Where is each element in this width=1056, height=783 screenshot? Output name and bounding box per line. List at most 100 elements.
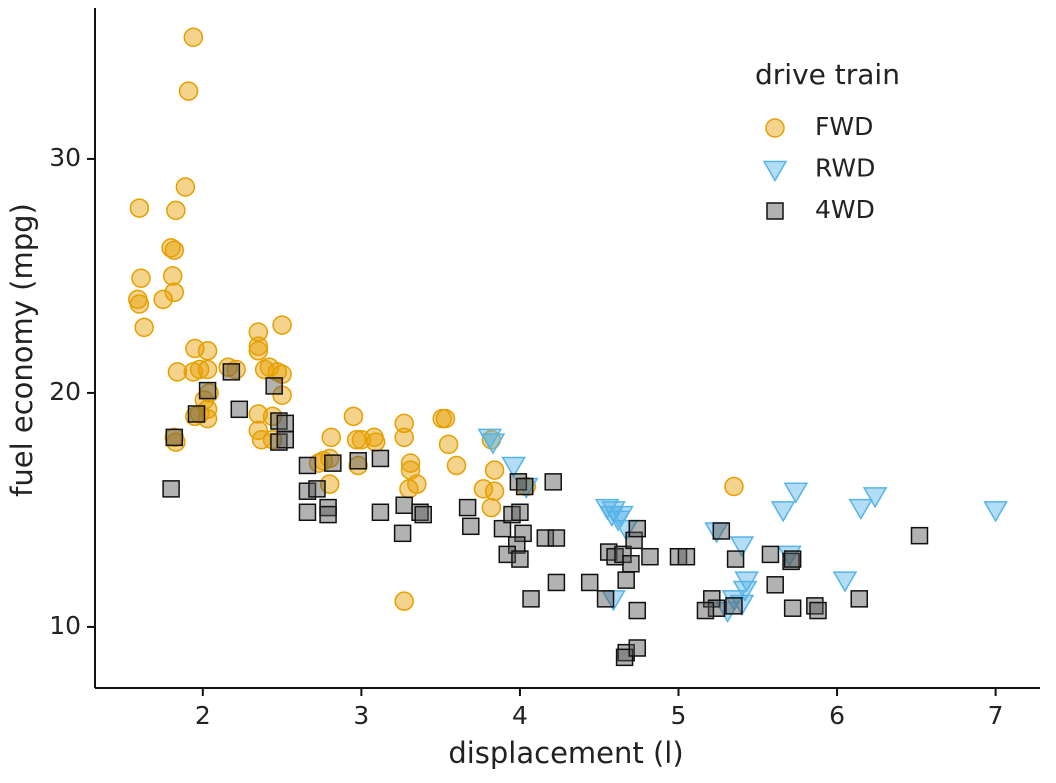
point [481, 497, 502, 518]
point [729, 536, 755, 558]
point [324, 454, 342, 472]
legend-marker [766, 202, 784, 220]
point [197, 341, 218, 361]
point [782, 552, 800, 571]
point [766, 576, 784, 594]
point [484, 460, 505, 480]
point [175, 177, 196, 197]
y-tick-label: 20 [49, 377, 81, 406]
point [617, 571, 635, 589]
point [129, 198, 150, 218]
point [371, 503, 390, 522]
y-tick-label: 10 [49, 611, 81, 640]
point [270, 433, 288, 451]
point [508, 536, 526, 554]
point [394, 591, 414, 611]
point [511, 503, 529, 522]
y-tick-label: 30 [49, 143, 81, 172]
point [165, 428, 184, 447]
legend-label: FWD [815, 112, 873, 141]
point [515, 477, 534, 496]
point [726, 550, 745, 568]
point [189, 359, 210, 380]
point [248, 336, 269, 356]
point [183, 27, 204, 47]
point [544, 473, 562, 491]
point [187, 405, 206, 423]
point [770, 501, 796, 523]
point [715, 601, 740, 624]
point [599, 505, 625, 528]
legend-label: RWD [815, 154, 875, 183]
point [153, 289, 173, 310]
point [628, 519, 647, 538]
point [580, 573, 599, 592]
point [349, 452, 367, 470]
point [848, 498, 874, 521]
point [365, 432, 386, 452]
point [131, 268, 151, 289]
point [343, 406, 364, 427]
point [298, 482, 317, 500]
point [462, 517, 480, 536]
point [809, 601, 827, 620]
point [411, 503, 429, 522]
point [129, 294, 150, 314]
point [276, 430, 295, 449]
point [226, 359, 246, 380]
point [164, 282, 185, 303]
x-tick-label: 5 [671, 701, 687, 730]
point [438, 434, 459, 455]
point [167, 362, 188, 382]
point [862, 487, 888, 509]
x-tick-label: 7 [988, 701, 1004, 730]
point [395, 496, 413, 514]
point [783, 599, 802, 617]
x-axis-title: displacement (l) [448, 736, 683, 770]
point [162, 480, 180, 498]
point [761, 545, 780, 564]
point [272, 315, 292, 335]
point [276, 414, 295, 433]
point [983, 501, 1008, 523]
point [399, 479, 419, 499]
point [547, 529, 566, 547]
point [414, 505, 432, 524]
point [348, 455, 368, 476]
point [511, 550, 529, 568]
point [547, 573, 566, 592]
point [696, 601, 715, 620]
point [198, 381, 217, 400]
point [197, 359, 218, 380]
point [446, 455, 467, 476]
point [832, 571, 858, 593]
point [161, 238, 181, 258]
legend-title: drive train [755, 58, 900, 91]
point [164, 240, 185, 260]
x-tick-label: 6 [829, 701, 845, 730]
point [480, 433, 506, 455]
point [162, 266, 183, 286]
point [783, 482, 809, 504]
point [596, 590, 615, 608]
point [712, 522, 731, 540]
point [298, 503, 317, 522]
point [178, 81, 199, 101]
point [783, 550, 802, 568]
y-axis-title: fuel economy (mpg) [5, 203, 39, 497]
point [435, 408, 456, 429]
point [493, 519, 512, 538]
point [394, 427, 414, 448]
point [677, 547, 696, 566]
point [725, 597, 743, 615]
point [248, 404, 269, 424]
point [319, 505, 337, 524]
point [394, 413, 414, 434]
point [371, 449, 390, 468]
x-tick-label: 3 [353, 701, 369, 730]
point [230, 400, 249, 419]
point [308, 480, 326, 498]
point [321, 427, 341, 448]
